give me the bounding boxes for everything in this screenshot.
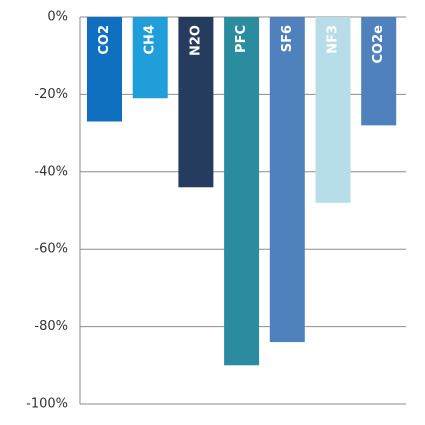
bar-label-co2e: CO2e (371, 25, 386, 64)
y-tick-label: -20% (34, 87, 68, 102)
bar-label-ch4: CH4 (143, 25, 158, 54)
bar-label-co2: CO2 (97, 25, 112, 55)
y-tick-label: -40% (34, 164, 68, 179)
bar-pfc (224, 17, 260, 366)
bars: CO2 CH4 N2O PFC SF6 NF3 CO2e (87, 17, 397, 366)
y-tick-label: -60% (34, 242, 68, 257)
bar-nf3 (315, 17, 351, 203)
y-tick-label: 0% (47, 10, 68, 25)
y-axis-ticks: 0% -20% -40% -60% -80% -100% (26, 10, 68, 412)
bar-ch4 (132, 17, 168, 99)
bar-label-n2o: N2O (188, 25, 203, 56)
bar-sf6 (269, 17, 305, 343)
bar-label-nf3: NF3 (326, 25, 341, 54)
y-tick-label: -80% (34, 319, 68, 334)
y-tick-label: -100% (26, 397, 68, 412)
bar-co2 (87, 17, 122, 122)
bar-label-pfc: PFC (234, 25, 249, 53)
bar-co2e (361, 17, 397, 126)
bar-label-sf6: SF6 (280, 25, 295, 52)
bar-n2o (178, 17, 214, 188)
